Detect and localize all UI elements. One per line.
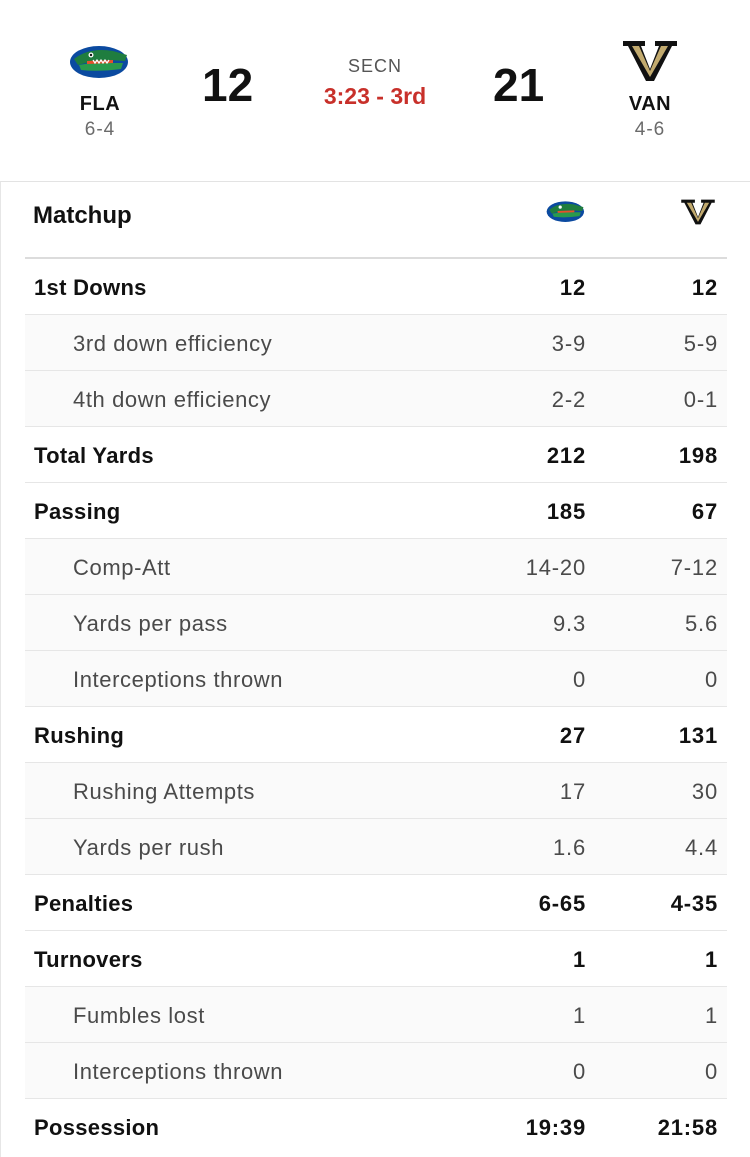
away-stat-value: 19:39 bbox=[525, 1115, 586, 1140]
home-team[interactable]: VAN 4-6 bbox=[590, 36, 710, 141]
stat-label: Rushing bbox=[34, 723, 125, 748]
vanderbilt-v-logo-icon bbox=[681, 199, 715, 225]
stats-table: 1st Downs 12 12 3rd down efficiency 3-9 … bbox=[25, 259, 727, 1155]
away-stat-value: 2-2 bbox=[551, 387, 586, 412]
away-stat-value: 3-9 bbox=[551, 331, 586, 356]
away-team-record: 6-4 bbox=[84, 119, 116, 140]
away-stat-value: 1 bbox=[572, 1003, 586, 1028]
stat-label: 1st Downs bbox=[34, 275, 147, 300]
stat-label: Yards per rush bbox=[73, 835, 225, 860]
stat-row-interceptions-thrown-2: Interceptions thrown 0 0 bbox=[25, 1043, 727, 1099]
away-stat-value: 17 bbox=[559, 779, 586, 804]
home-stat-value: 5.6 bbox=[685, 611, 718, 636]
florida-gator-logo-icon bbox=[546, 201, 585, 222]
away-stat-value: 1.6 bbox=[553, 835, 586, 860]
vanderbilt-v-logo-icon bbox=[623, 41, 677, 81]
matchup-title: Matchup bbox=[33, 202, 132, 229]
away-score: 12 bbox=[202, 59, 254, 111]
stat-label: Possession bbox=[34, 1115, 160, 1140]
florida-gator-logo-icon bbox=[70, 46, 128, 78]
home-stat-value: 0 bbox=[704, 667, 718, 692]
stat-label: Penalties bbox=[34, 891, 134, 916]
away-stat-value: 212 bbox=[546, 443, 586, 468]
stat-label: 4th down efficiency bbox=[73, 387, 272, 412]
away-stat-value: 27 bbox=[559, 723, 586, 748]
matchup-header: Matchup bbox=[25, 182, 727, 259]
home-stat-value: 21:58 bbox=[657, 1115, 718, 1140]
home-stat-value: 5-9 bbox=[683, 331, 718, 356]
home-team-abbr: VAN bbox=[628, 93, 672, 115]
away-stat-value: 185 bbox=[546, 499, 586, 524]
stat-label: Passing bbox=[34, 499, 121, 524]
home-stat-value: 0-1 bbox=[683, 387, 718, 412]
stat-label: 3rd down efficiency bbox=[73, 331, 273, 356]
tv-network: SECN bbox=[347, 56, 402, 76]
home-stat-value: 0 bbox=[704, 1059, 718, 1084]
home-score: 21 bbox=[493, 59, 545, 111]
away-stat-value: 6-65 bbox=[538, 891, 586, 916]
home-stat-value: 1 bbox=[704, 947, 718, 972]
stat-row-turnovers: Turnovers 1 1 bbox=[25, 931, 727, 987]
away-stat-value: 1 bbox=[572, 947, 586, 972]
home-stat-value: 198 bbox=[678, 443, 718, 468]
away-stat-value: 0 bbox=[572, 1059, 586, 1084]
away-stat-value: 0 bbox=[572, 667, 586, 692]
stat-label: Interceptions thrown bbox=[73, 667, 284, 692]
stat-row-interceptions-thrown: Interceptions thrown 0 0 bbox=[25, 651, 727, 707]
home-stat-value: 4.4 bbox=[685, 835, 718, 860]
stat-row-fumbles-lost: Fumbles lost 1 1 bbox=[25, 987, 727, 1043]
home-stat-value: 1 bbox=[704, 1003, 718, 1028]
stat-label: Turnovers bbox=[34, 947, 143, 972]
away-stat-value: 14-20 bbox=[525, 555, 586, 580]
home-team-record: 4-6 bbox=[634, 119, 666, 140]
stat-row-passing: Passing 185 67 bbox=[25, 483, 727, 539]
away-stat-value: 12 bbox=[559, 275, 586, 300]
home-stat-value: 12 bbox=[691, 275, 718, 300]
stat-row-possession: Possession 19:39 21:58 bbox=[25, 1099, 727, 1155]
home-stat-value: 4-35 bbox=[670, 891, 718, 916]
stat-label: Interceptions thrown bbox=[73, 1059, 284, 1084]
home-stat-value: 131 bbox=[678, 723, 718, 748]
stat-row-third-down-efficiency: 3rd down efficiency 3-9 5-9 bbox=[25, 315, 727, 371]
stat-row-comp-att: Comp-Att 14-20 7-12 bbox=[25, 539, 727, 595]
away-stat-value: 9.3 bbox=[553, 611, 586, 636]
home-stat-value: 30 bbox=[691, 779, 718, 804]
stat-row-first-downs: 1st Downs 12 12 bbox=[25, 259, 727, 315]
stat-row-penalties: Penalties 6-65 4-35 bbox=[25, 875, 727, 931]
away-team[interactable]: FLA 6-4 bbox=[40, 36, 160, 141]
stat-row-rushing-attempts: Rushing Attempts 17 30 bbox=[25, 763, 727, 819]
scoreboard-header: FLA 6-4 12 SECN 3:23 - 3rd 21 VAN 4-6 bbox=[0, 0, 750, 181]
stat-label: Comp-Att bbox=[73, 555, 171, 580]
stat-label: Total Yards bbox=[34, 443, 154, 468]
stat-row-yards-per-rush: Yards per rush 1.6 4.4 bbox=[25, 819, 727, 875]
stat-label: Fumbles lost bbox=[73, 1003, 205, 1028]
game-status: SECN 3:23 - 3rd bbox=[275, 56, 475, 110]
stat-label: Yards per pass bbox=[73, 611, 228, 636]
stat-row-rushing: Rushing 27 131 bbox=[25, 707, 727, 763]
game-clock: 3:23 - 3rd bbox=[323, 83, 427, 109]
stat-row-total-yards: Total Yards 212 198 bbox=[25, 427, 727, 483]
away-team-abbr: FLA bbox=[79, 93, 121, 115]
matchup-stats-card: Matchup 1st Downs 12 12 3rd down efficie… bbox=[0, 181, 750, 1157]
home-stat-value: 7-12 bbox=[670, 555, 718, 580]
stat-row-fourth-down-efficiency: 4th down efficiency 2-2 0-1 bbox=[25, 371, 727, 427]
stat-row-yards-per-pass: Yards per pass 9.3 5.6 bbox=[25, 595, 727, 651]
stat-label: Rushing Attempts bbox=[73, 779, 256, 804]
home-stat-value: 67 bbox=[691, 499, 718, 524]
